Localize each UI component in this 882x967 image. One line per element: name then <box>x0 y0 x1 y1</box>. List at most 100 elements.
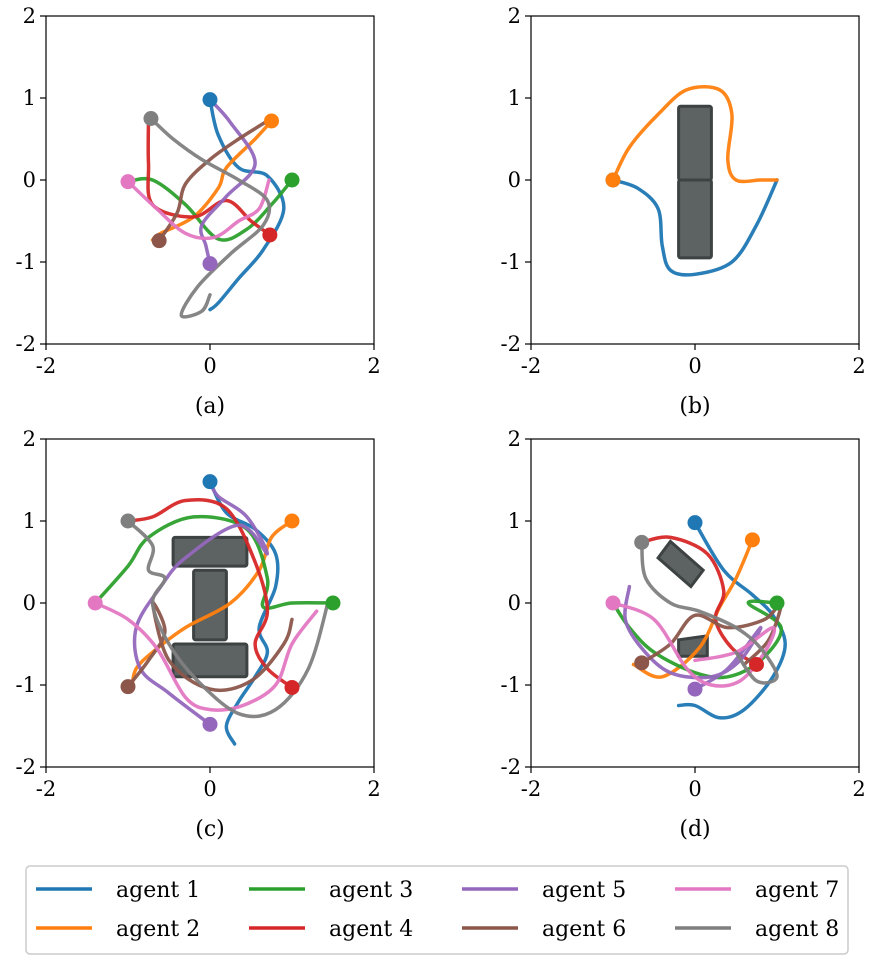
x-tick-label: 0 <box>688 354 701 378</box>
trajectory-agent-7 <box>126 178 271 241</box>
panel-caption: (d) <box>679 817 710 842</box>
start-marker-agent-3 <box>284 172 300 188</box>
start-marker-agent-1 <box>202 474 218 490</box>
start-marker-agent-5 <box>202 716 218 732</box>
x-tick-label: -2 <box>36 777 56 801</box>
start-marker-agent-1 <box>687 515 703 531</box>
y-tick-label: -1 <box>501 250 521 274</box>
start-marker-agent-6 <box>151 233 167 249</box>
start-marker-agent-5 <box>687 681 703 697</box>
y-tick-label: 0 <box>508 168 521 192</box>
obstacle <box>171 642 249 679</box>
start-marker-agent-4 <box>262 227 278 243</box>
start-marker-agent-6 <box>634 655 650 671</box>
trajectory-agent-2 <box>130 519 294 687</box>
start-marker-agent-6 <box>120 679 136 695</box>
trajectory-agent-6 <box>639 600 783 667</box>
panel-caption: (b) <box>679 394 710 419</box>
trajectory-agent-5 <box>132 479 270 727</box>
start-marker-agent-7 <box>120 174 136 190</box>
trajectory-agent-1 <box>611 178 779 277</box>
obstacle <box>677 634 709 658</box>
legend-entry-agent-5: agent 5 <box>462 878 626 903</box>
trajectory-agent-7 <box>611 601 777 688</box>
y-tick-label: -2 <box>16 332 36 356</box>
y-tick-label: 2 <box>23 4 36 28</box>
legend-label: agent 1 <box>116 878 200 903</box>
start-marker-agent-4 <box>284 679 300 695</box>
start-marker-agent-8 <box>143 111 159 126</box>
panel-caption: (a) <box>195 394 225 419</box>
start-marker-agent-5 <box>202 256 218 272</box>
y-tick-label: 2 <box>23 427 36 451</box>
y-tick-label: -1 <box>16 673 36 697</box>
legend: agent 1 agent 2 agent 3 agent 4 agent 5 agent… <box>25 865 849 955</box>
legend-entry-agent-4: agent 4 <box>249 917 413 942</box>
obstacle <box>677 104 713 182</box>
legend-label: agent 6 <box>542 917 626 942</box>
trajectory-agent-6 <box>157 119 270 243</box>
trajectory-agent-5 <box>199 97 257 266</box>
start-marker-agent-2 <box>264 113 279 129</box>
trajectory-agent-4 <box>146 116 272 237</box>
panel-caption: (c) <box>195 817 225 842</box>
x-tick-label: -2 <box>521 777 541 801</box>
y-tick-label: 1 <box>508 509 521 533</box>
y-tick-label: 1 <box>508 86 521 110</box>
trajectory-agent-8 <box>149 116 272 319</box>
panel-1: -2 0 2 -2 -1 0 1 2 (a) <box>16 4 381 419</box>
legend-entry-agent-6: agent 6 <box>462 917 626 942</box>
y-tick-label: -1 <box>501 673 521 697</box>
plot-area <box>120 92 300 319</box>
trajectory-agent-4 <box>126 497 294 690</box>
trajectory-agent-1 <box>208 97 286 312</box>
x-tick-label: 0 <box>203 354 216 378</box>
y-tick-label: 0 <box>23 168 36 192</box>
legend-entry-agent-1: agent 1 <box>36 878 200 903</box>
y-tick-label: 0 <box>508 591 521 615</box>
trajectory-agent-7 <box>93 601 319 712</box>
obstacle <box>677 178 713 260</box>
legend-entry-agent-3: agent 3 <box>249 878 413 903</box>
plot-area <box>605 84 779 277</box>
x-tick-label: -2 <box>36 354 56 378</box>
start-marker-agent-3 <box>325 595 341 611</box>
legend-label: agent 7 <box>755 878 839 903</box>
trajectory-agent-6 <box>126 600 294 693</box>
legend-label: agent 4 <box>329 917 413 942</box>
panel-3: -2 0 2 -2 -1 0 1 2 (c) <box>16 427 381 842</box>
x-tick-label: -2 <box>521 354 541 378</box>
x-tick-label: 2 <box>367 354 380 378</box>
start-marker-agent-4 <box>749 657 764 672</box>
obstacle <box>171 535 249 568</box>
start-marker-agent-2 <box>744 532 760 548</box>
trajectory-agent-2 <box>150 119 274 242</box>
start-marker-agent-2 <box>284 513 300 529</box>
legend-box <box>25 865 849 955</box>
start-marker-agent-7 <box>605 595 621 611</box>
trajectory-agent-3 <box>126 176 294 242</box>
legend-label: agent 3 <box>329 878 413 903</box>
y-tick-label: 1 <box>23 86 36 110</box>
trajectory-agent-3 <box>611 599 783 680</box>
y-tick-label: 2 <box>508 4 521 28</box>
start-marker-agent-8 <box>634 534 650 550</box>
y-tick-label: 2 <box>508 427 521 451</box>
trajectory-agent-4 <box>639 535 759 667</box>
trajectory-agent-2 <box>611 84 779 184</box>
start-marker-agent-2 <box>605 172 621 188</box>
start-marker-agent-1 <box>202 92 218 108</box>
legend-entry-agent-7: agent 7 <box>675 878 839 903</box>
y-tick-label: 1 <box>23 509 36 533</box>
y-tick-label: -1 <box>16 250 36 274</box>
legend-label: agent 2 <box>116 917 200 942</box>
plot-area <box>87 474 341 746</box>
trajectory-agent-8 <box>126 519 331 719</box>
panel-4: -2 0 2 -2 -1 0 1 2 (d) <box>501 427 866 842</box>
obstacle <box>192 568 228 642</box>
start-marker-agent-3 <box>769 595 785 611</box>
y-tick-label: -2 <box>16 755 36 779</box>
y-tick-label: 0 <box>23 591 36 615</box>
x-tick-label: 2 <box>367 777 380 801</box>
